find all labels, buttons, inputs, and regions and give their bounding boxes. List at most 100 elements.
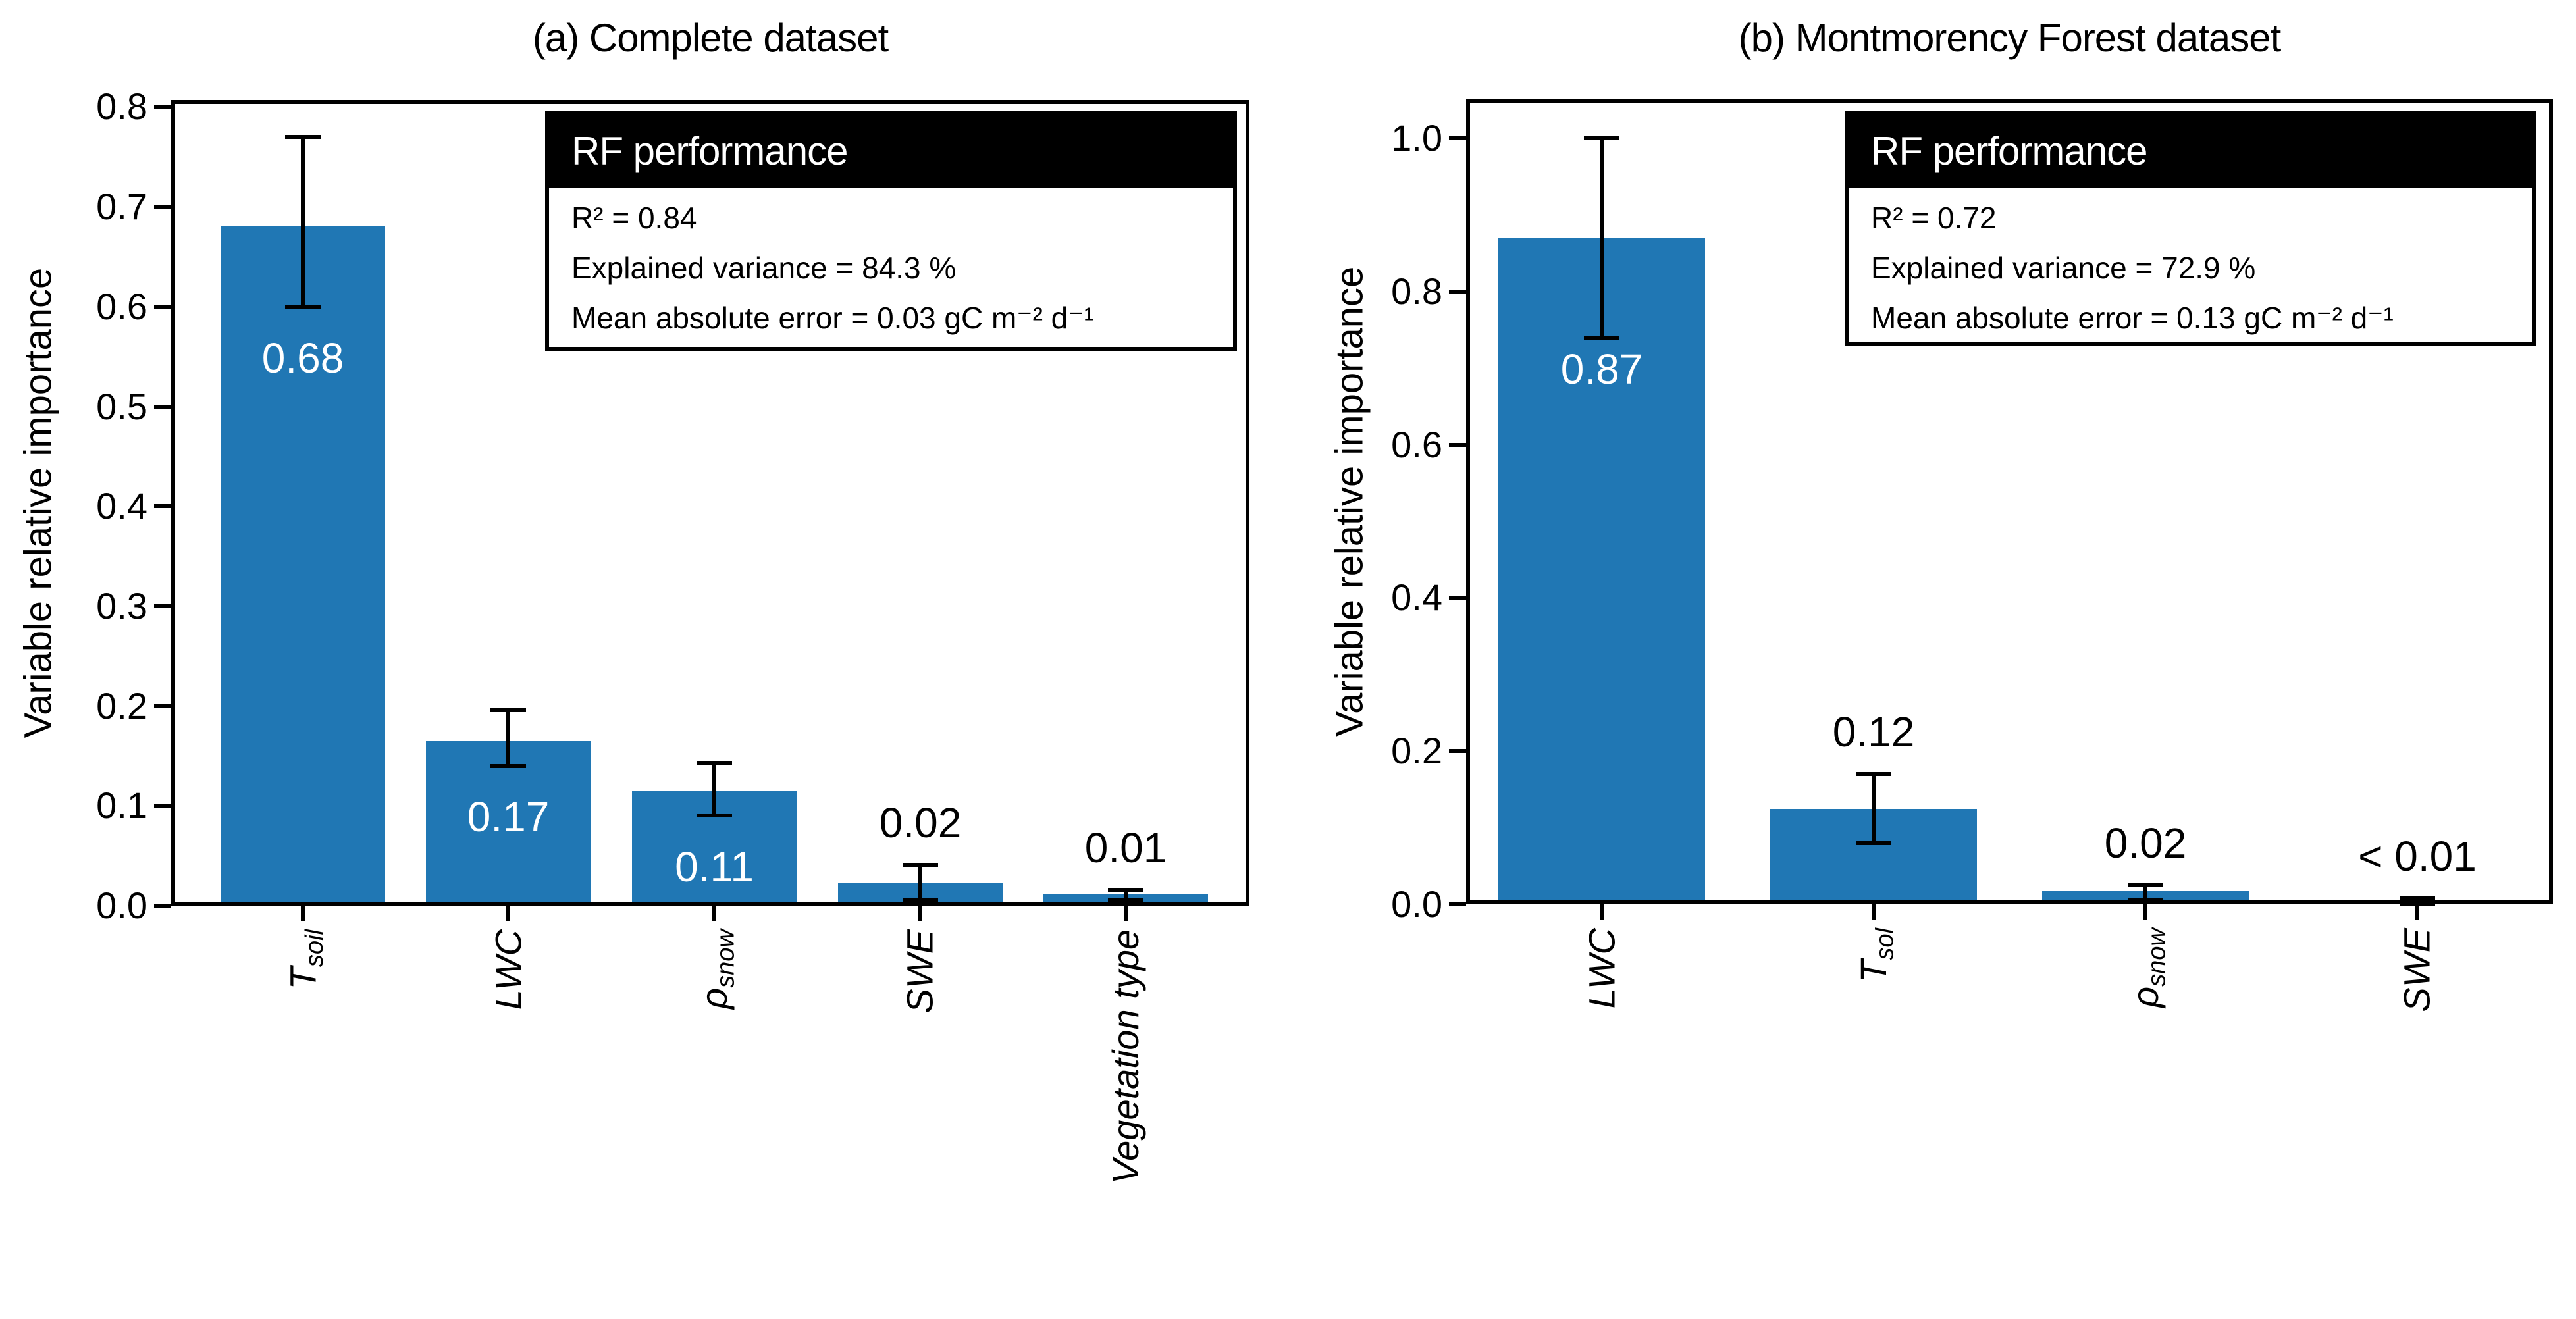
- x-tick-mark: [2415, 904, 2419, 920]
- rf-performance-header: RF performance: [549, 115, 1233, 188]
- y-tick-mark: [1449, 442, 1466, 447]
- error-bar-cap-top: [1584, 136, 1619, 140]
- error-bar: [301, 136, 305, 307]
- y-tick-label: 1.0: [1391, 117, 1442, 159]
- rf-performance-line: Mean absolute error = 0.03 gC m⁻² d⁻¹: [571, 301, 1094, 335]
- rf-performance-line: R² = 0.72: [1871, 201, 1997, 235]
- y-tick-label: 0.7: [96, 186, 147, 228]
- error-bar: [712, 763, 716, 816]
- y-tick-mark: [154, 404, 171, 409]
- y-tick-mark: [154, 804, 171, 808]
- x-tick-mark: [506, 906, 510, 921]
- rf-performance-line: R² = 0.84: [571, 201, 697, 235]
- x-tick-label-main: T: [1853, 960, 1894, 983]
- x-tick-label-main: SWE: [2396, 928, 2438, 1012]
- error-bar: [1872, 774, 1876, 843]
- y-tick-mark: [1449, 136, 1466, 140]
- y-tick-label: 0.0: [1391, 883, 1442, 925]
- x-tick-mark: [712, 906, 716, 921]
- rf-performance-lines: R² = 0.72 Explained variance = 72.9 % Mean…: [1849, 193, 2532, 343]
- rf-performance-line: Explained variance = 84.3 %: [571, 251, 957, 285]
- rf-performance-line: Mean absolute error = 0.13 gC m⁻² d⁻¹: [1871, 301, 2394, 335]
- x-tick-label-main: LWC: [1581, 928, 1622, 1009]
- y-tick-mark: [1449, 596, 1466, 600]
- rf-performance-box: RF performance R² = 0.84 Explained varianc…: [545, 111, 1237, 351]
- error-bar-cap-top: [2128, 883, 2163, 887]
- bar-value-label: 0.87: [1560, 346, 1643, 394]
- x-tick-label: Tsol: [1853, 928, 1905, 983]
- y-tick-mark: [154, 904, 171, 908]
- x-tick-label-sub: snow: [2143, 928, 2171, 987]
- bar-value-label: 0.17: [467, 792, 550, 841]
- x-tick-mark: [1872, 904, 1876, 920]
- x-tick-label-main: ρ: [2124, 986, 2166, 1008]
- error-bar-cap-bottom: [490, 763, 526, 768]
- bar-value-label: 0.02: [2104, 819, 2187, 867]
- error-bar-cap-bottom: [697, 814, 732, 818]
- y-tick-mark: [154, 105, 171, 109]
- bar-value-label: 0.68: [261, 334, 344, 382]
- bar-value-label: 0.12: [1832, 708, 1915, 756]
- bar-value-label: 0.02: [879, 798, 962, 846]
- x-tick-label: ρsnow: [2124, 928, 2177, 1008]
- rf-performance-lines: R² = 0.84 Explained variance = 84.3 % Mean…: [549, 193, 1233, 343]
- error-bar-cap-top: [2400, 896, 2435, 900]
- error-bar-cap-top: [1108, 887, 1143, 892]
- y-tick-label: 0.2: [96, 685, 147, 727]
- y-tick-label: 0.4: [96, 485, 147, 527]
- error-bar-cap-bottom: [285, 304, 321, 309]
- chart-title: (b) Montmorency Forest dataset: [1738, 16, 2282, 60]
- error-bar-cap-top: [697, 761, 732, 765]
- y-tick-label: 0.6: [1391, 423, 1442, 465]
- x-tick-mark: [2143, 904, 2147, 920]
- y-tick-mark: [154, 504, 171, 509]
- error-bar-cap-top: [285, 134, 321, 139]
- error-bar-cap-bottom: [1856, 841, 1891, 845]
- x-tick-mark: [1600, 904, 1604, 920]
- bar-value-label: < 0.01: [2358, 832, 2477, 880]
- x-tick-label: LWC: [1581, 928, 1633, 1009]
- rf-performance-line: Explained variance = 72.9 %: [1871, 251, 2256, 285]
- y-axis-label: Variable relative importance: [1328, 266, 1371, 737]
- x-tick-label-sub: sol: [1871, 928, 1899, 960]
- rf-performance-box: RF performance R² = 0.72 Explained varianc…: [1845, 111, 2536, 346]
- chart-title: (a) Complete dataset: [532, 16, 889, 60]
- y-tick-label: 0.4: [1391, 577, 1442, 619]
- y-tick-mark: [1449, 749, 1466, 754]
- bar: [1498, 238, 1705, 904]
- bar: [426, 740, 591, 906]
- bar-value-label: 0.11: [675, 842, 754, 891]
- y-tick-mark: [1449, 289, 1466, 294]
- x-tick-mark: [918, 906, 922, 921]
- error-bar-cap-bottom: [903, 897, 938, 902]
- y-tick-label: 0.8: [1391, 270, 1442, 312]
- error-bar: [918, 864, 922, 900]
- y-tick-label: 0.2: [1391, 730, 1442, 772]
- error-bar-cap-bottom: [1584, 335, 1619, 340]
- error-bar: [506, 710, 510, 766]
- y-tick-label: 0.3: [96, 584, 147, 627]
- error-bar: [1600, 138, 1604, 338]
- error-bar: [2143, 885, 2147, 901]
- bar-value-label: 0.01: [1084, 823, 1167, 871]
- error-bar-cap-top: [1856, 772, 1891, 777]
- rf-performance-header: RF performance: [1849, 115, 2532, 188]
- y-tick-label: 0.0: [96, 885, 147, 926]
- y-tick-mark: [154, 704, 171, 708]
- error-bar: [1124, 889, 1128, 901]
- x-tick-label: SWE: [2396, 928, 2449, 1012]
- y-tick-label: 0.1: [96, 785, 147, 827]
- x-tick-mark: [301, 906, 305, 921]
- error-bar-cap-top: [903, 862, 938, 867]
- bar: [221, 226, 385, 906]
- y-tick-mark: [1449, 902, 1466, 906]
- y-tick-mark: [154, 205, 171, 209]
- y-tick-label: 0.6: [96, 285, 147, 327]
- error-bar-cap-top: [490, 708, 526, 712]
- y-tick-mark: [154, 604, 171, 608]
- y-tick-label: 0.5: [96, 385, 147, 427]
- x-tick-mark: [1124, 906, 1128, 921]
